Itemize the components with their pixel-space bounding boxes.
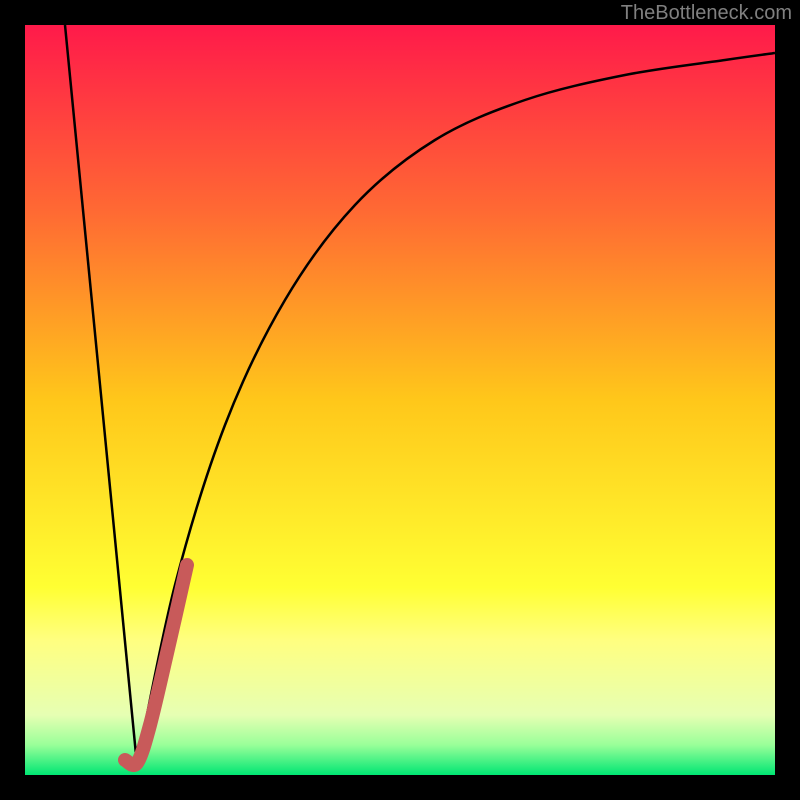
watermark-text: TheBottleneck.com [621,2,792,25]
black-curve-right [137,53,775,765]
chart-plot-area [25,25,775,775]
curve-overlay [25,25,775,775]
black-curve-left [65,25,137,765]
